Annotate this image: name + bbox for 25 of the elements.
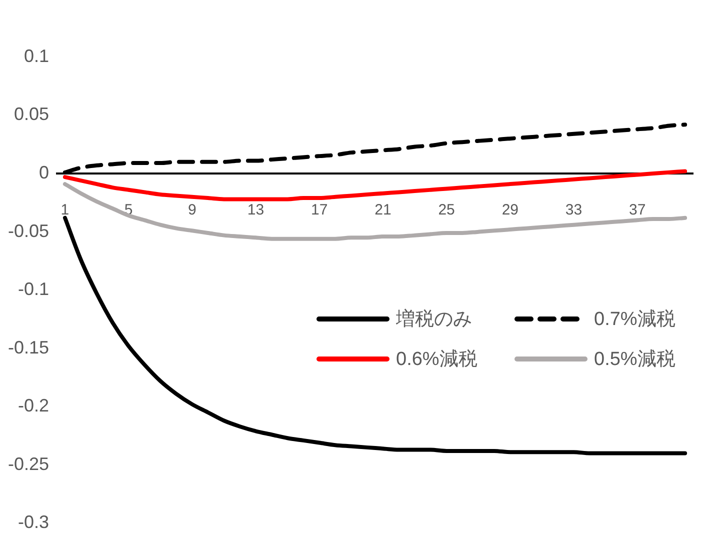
y-tick-label: -0.3 bbox=[18, 512, 50, 532]
legend-label: 増税のみ bbox=[396, 308, 472, 332]
line-series bbox=[62, 169, 688, 202]
x-tick-label: 13 bbox=[247, 202, 264, 219]
x-tick-label: 29 bbox=[502, 202, 518, 219]
x-tick-label: 17 bbox=[311, 202, 328, 219]
y-tick-label: -0.05 bbox=[8, 220, 50, 241]
y-tick-label: -0.15 bbox=[8, 337, 50, 358]
legend-label: 0.7%減税 bbox=[594, 308, 676, 332]
x-tick-label: 33 bbox=[565, 202, 582, 219]
x-tick-label: 1 bbox=[60, 202, 70, 219]
x-tick-label: 21 bbox=[374, 202, 392, 219]
legend-label: 0.5%減税 bbox=[594, 348, 676, 372]
legend-label: 0.6%減税 bbox=[396, 348, 478, 372]
x-tick-label: 37 bbox=[629, 202, 646, 219]
line-series bbox=[62, 216, 688, 456]
y-tick-label: -0.2 bbox=[18, 396, 50, 416]
x-tick-label: 25 bbox=[438, 202, 455, 219]
y-tick-label: 0 bbox=[39, 162, 50, 183]
x-tick-label: 9 bbox=[188, 202, 196, 219]
y-tick-label: 0.05 bbox=[14, 104, 50, 124]
y-tick-label: 0.1 bbox=[24, 46, 50, 66]
y-tick-label: -0.25 bbox=[8, 454, 50, 474]
line-series bbox=[62, 182, 688, 241]
y-tick-label: -0.1 bbox=[18, 279, 50, 300]
